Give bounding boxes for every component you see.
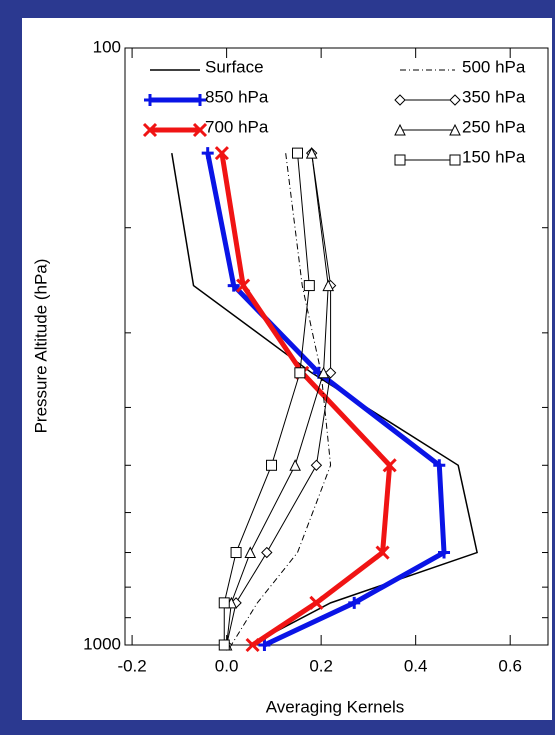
marker xyxy=(236,278,251,293)
marker xyxy=(394,123,406,136)
marker xyxy=(305,147,318,159)
marker xyxy=(194,94,206,106)
marker xyxy=(324,367,337,379)
x-tick-label: 0.6 xyxy=(498,656,522,675)
marker xyxy=(230,547,242,559)
marker xyxy=(258,639,271,651)
legend-label: 500 hPa xyxy=(462,57,526,76)
marker xyxy=(218,597,230,609)
legend-label: Surface xyxy=(205,57,264,76)
legend-label: 700 hPa xyxy=(205,117,269,136)
marker xyxy=(294,367,306,379)
marker xyxy=(438,546,451,559)
legend-label: 150 hPa xyxy=(462,147,526,166)
y-tick-label: 100 xyxy=(93,37,121,56)
panel xyxy=(22,18,552,720)
marker xyxy=(317,366,330,379)
marker xyxy=(245,637,260,653)
legend-label: 850 hPa xyxy=(205,87,269,106)
marker xyxy=(292,147,304,159)
marker xyxy=(322,279,335,292)
series-line xyxy=(230,153,332,646)
marker xyxy=(382,458,397,473)
marker xyxy=(309,595,324,610)
marker xyxy=(142,122,158,138)
marker xyxy=(266,459,278,471)
marker xyxy=(192,122,208,138)
marker xyxy=(449,94,461,106)
x-tick-label: -0.2 xyxy=(117,656,146,675)
x-tick-label: 0.4 xyxy=(404,656,428,675)
marker xyxy=(433,459,446,472)
y-tick-label: 1000 xyxy=(83,634,121,653)
marker xyxy=(244,546,257,559)
marker xyxy=(201,147,214,160)
marker xyxy=(394,154,406,166)
x-tick-label: 0.2 xyxy=(309,656,333,675)
marker xyxy=(348,596,361,609)
marker xyxy=(449,123,461,136)
legend-label: 250 hPa xyxy=(462,117,526,136)
marker xyxy=(227,279,240,292)
x-tick-label: 0.0 xyxy=(215,656,239,675)
marker xyxy=(394,94,406,106)
marker xyxy=(261,546,273,559)
plot-frame xyxy=(124,47,549,646)
marker xyxy=(449,154,461,166)
series-line xyxy=(171,153,478,646)
marker xyxy=(375,545,390,560)
legend-label: 350 hPa xyxy=(462,87,526,106)
marker xyxy=(144,94,156,106)
marker xyxy=(214,146,229,161)
y-axis-label: Pressure Altitude (hPa) xyxy=(31,259,50,434)
marker xyxy=(289,459,301,471)
marker xyxy=(303,280,315,292)
x-axis-label: Averaging Kernels xyxy=(266,697,405,716)
marker xyxy=(310,459,323,471)
marker xyxy=(218,639,230,651)
